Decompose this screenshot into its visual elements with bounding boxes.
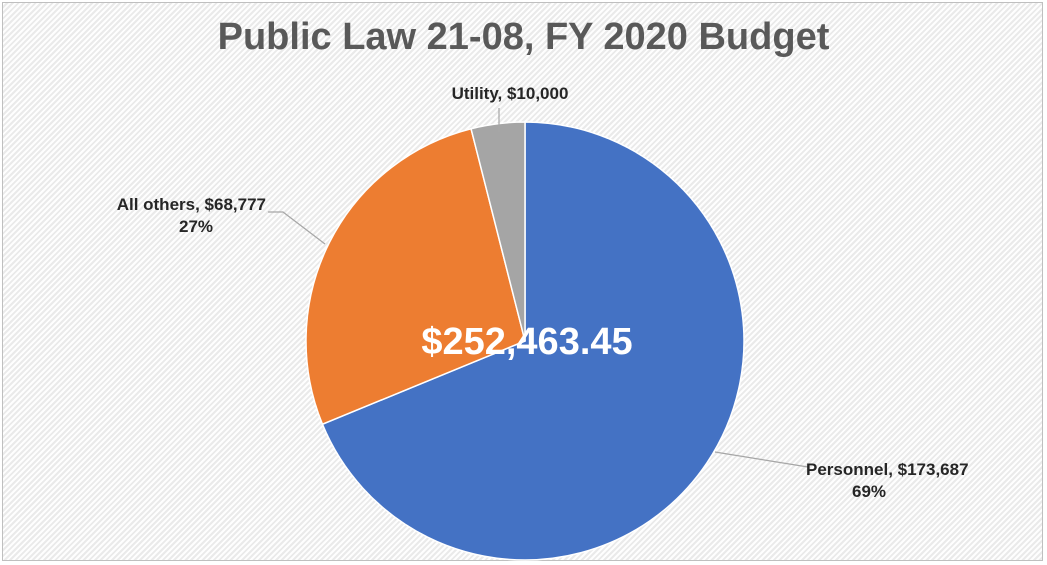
data-label-all-others: All others, $68,777 27% bbox=[117, 195, 266, 236]
pie-slice-utility bbox=[470, 121, 526, 342]
data-label-utility: Utility, $10,000 bbox=[452, 84, 569, 103]
pie-slice-all-others bbox=[305, 127, 526, 426]
center-total-label: $252,463.45 bbox=[421, 321, 632, 363]
leader-line-all-others bbox=[268, 211, 326, 245]
pie-slices bbox=[305, 121, 745, 561]
data-label-personnel: Personnel, $173,687 69% bbox=[806, 460, 969, 501]
chart-title: Public Law 21-08, FY 2020 Budget bbox=[217, 16, 830, 58]
pie-slice-personnel bbox=[321, 121, 745, 561]
data-labels: Personnel, $173,687 69% All others, $68,77… bbox=[117, 84, 969, 501]
leader-lines bbox=[268, 108, 809, 468]
leader-line-personnel bbox=[714, 451, 809, 468]
